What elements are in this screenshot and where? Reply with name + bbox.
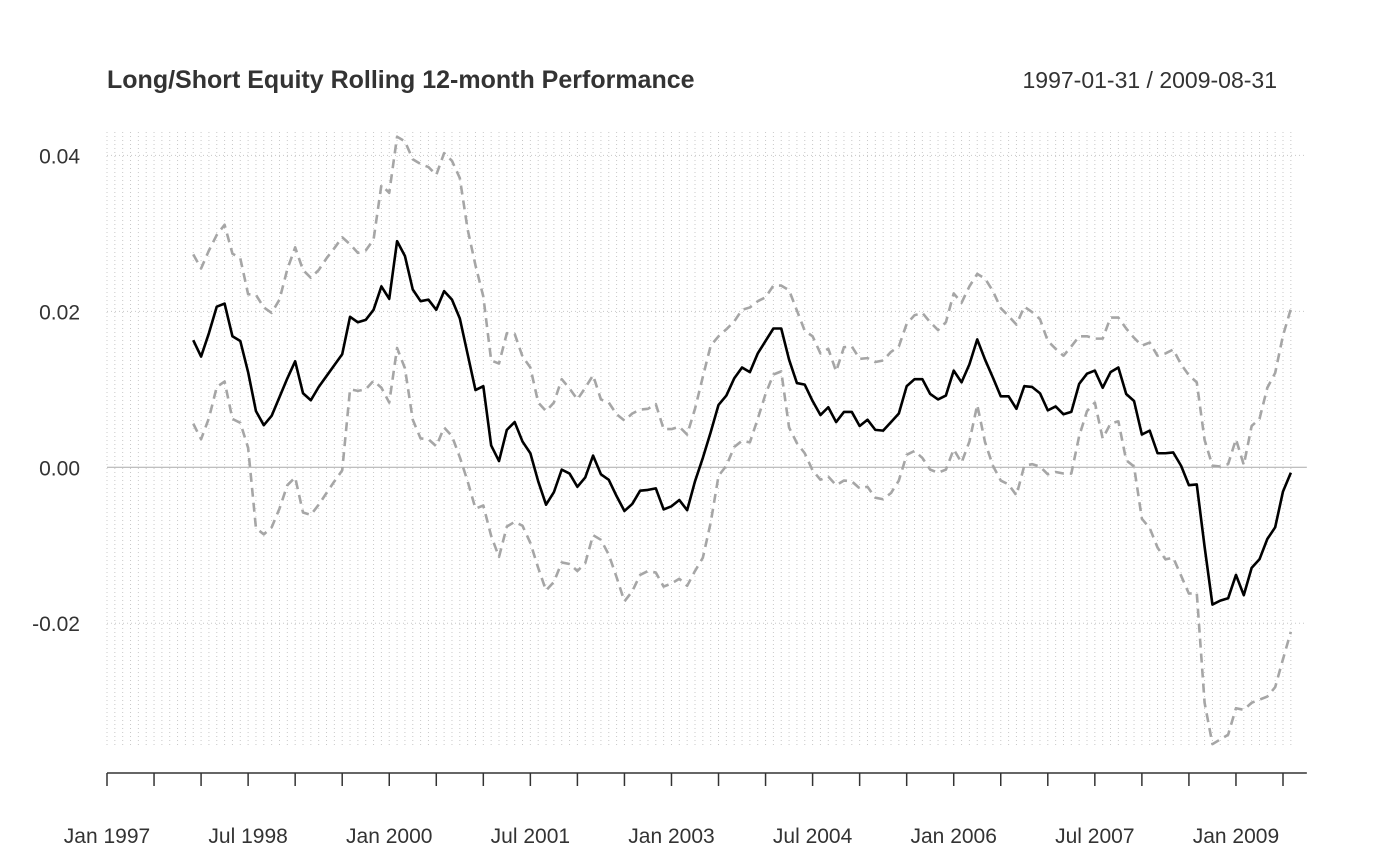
x-tick-label: Jul 2001 [491, 825, 570, 848]
date-range-label: 1997-01-31 / 2009-08-31 [1023, 67, 1277, 93]
chart-title: Long/Short Equity Rolling 12-month Perfo… [107, 66, 695, 94]
y-tick-label: 0.02 [39, 301, 80, 324]
series-line-upper [192, 135, 1293, 468]
x-tick-label: Jan 1997 [64, 825, 150, 848]
x-tick-label: Jan 2003 [628, 825, 714, 848]
x-tick-label: Jan 2000 [346, 825, 432, 848]
y-tick-label: 0.00 [39, 457, 80, 480]
series-line-lower [192, 346, 1293, 746]
series-layer [192, 135, 1293, 746]
x-tick-label: Jan 2006 [911, 825, 997, 848]
x-tick-label: Jul 1998 [208, 825, 287, 848]
major-grid [107, 154, 1307, 624]
x-tick-label: Jul 2004 [773, 825, 853, 848]
x-tick-label: Jul 2007 [1055, 825, 1134, 848]
y-tick-label: 0.04 [39, 145, 80, 168]
y-tick-label: -0.02 [32, 613, 80, 636]
minor-grid [106, 132, 1292, 748]
series-line-mean [192, 239, 1293, 606]
x-axis: Jan 1997 Jul 1998 Jan 2000 Jul 2001 Jan 2003… [64, 772, 1307, 848]
x-tick-label: Jan 2009 [1193, 825, 1279, 848]
y-axis: 0.04 0.02 0.00 -0.02 [32, 145, 80, 636]
